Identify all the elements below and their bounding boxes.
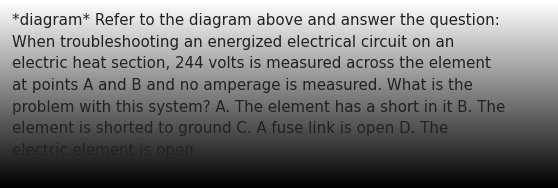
Text: *diagram* Refer to the diagram above and answer the question:
When troubleshooti: *diagram* Refer to the diagram above and… xyxy=(12,13,506,158)
